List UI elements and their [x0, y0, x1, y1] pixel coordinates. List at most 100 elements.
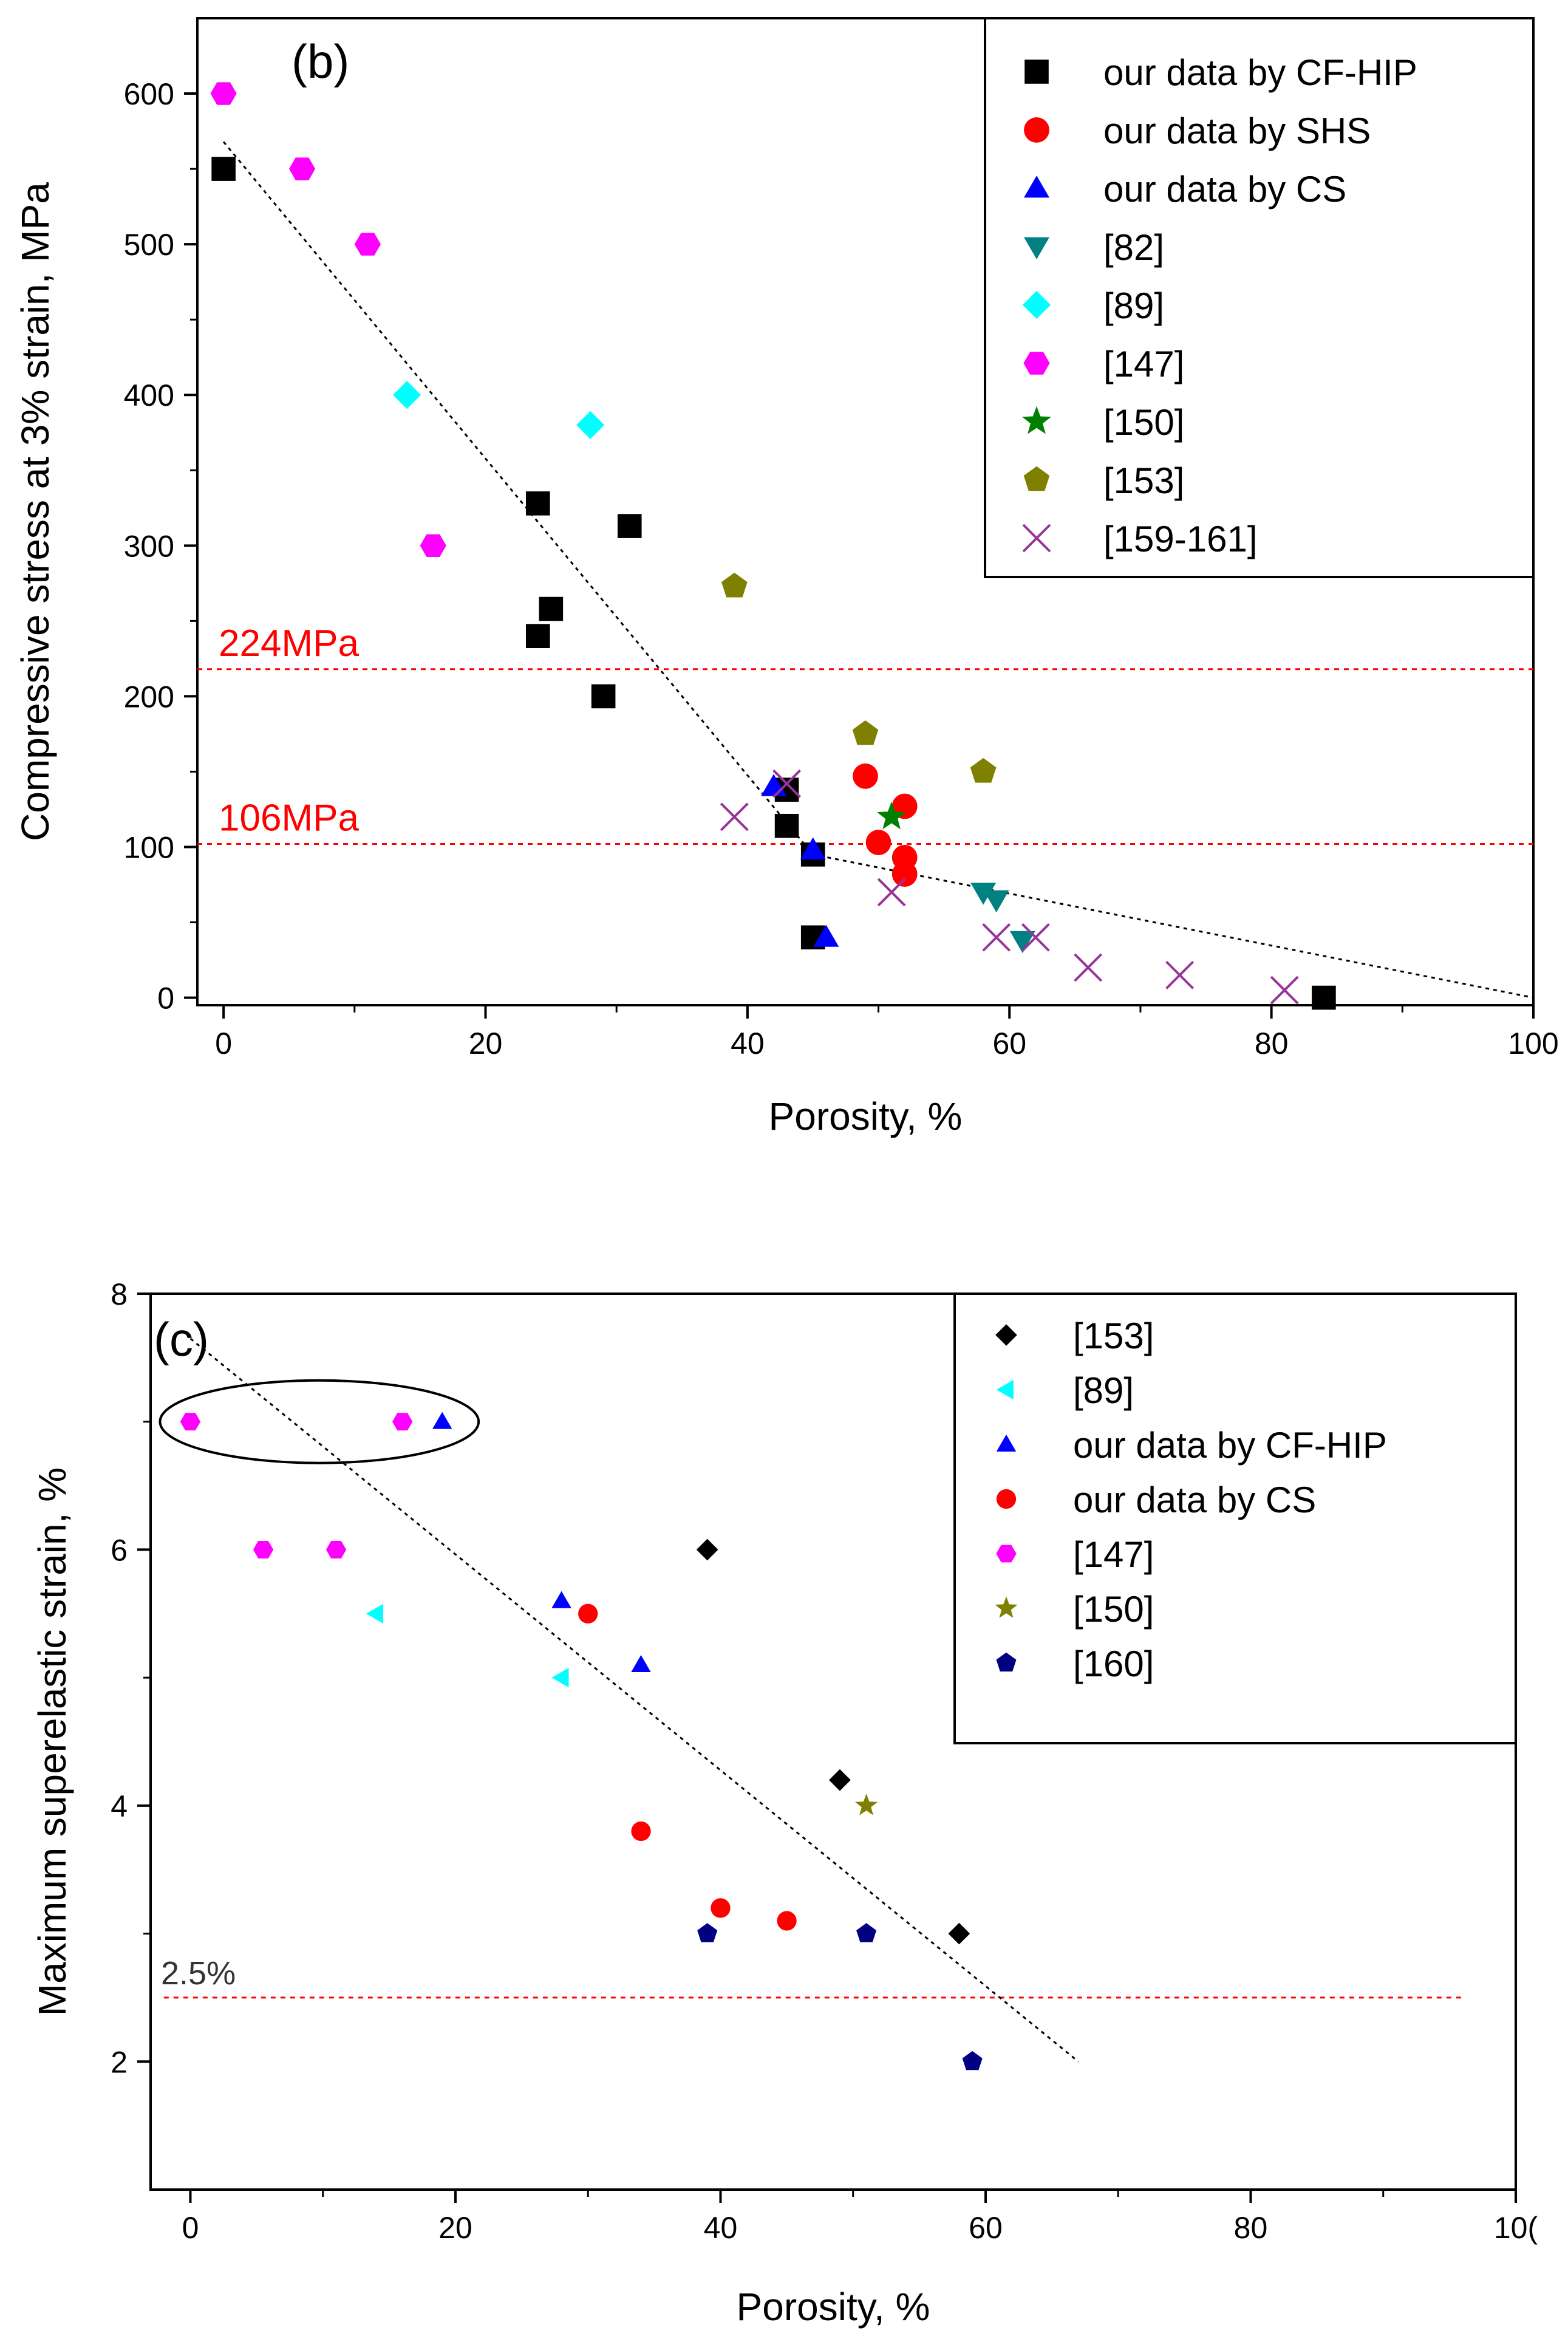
x-axis-label: Porosity, % — [737, 2285, 930, 2329]
x-tick-label: 60 — [969, 2211, 1003, 2245]
data-point — [525, 624, 550, 648]
data-point — [432, 1412, 452, 1429]
data-point — [617, 514, 642, 538]
legend-marker — [996, 1379, 1014, 1400]
legend-label: our data by CS — [1103, 169, 1346, 210]
y-tick-label: 8 — [111, 1277, 128, 1311]
data-point — [551, 1591, 571, 1608]
series-our-data-by-cs — [578, 1603, 797, 1931]
y-tick-label: 400 — [124, 378, 174, 412]
data-point — [856, 1923, 877, 1942]
data-point — [393, 381, 421, 409]
series-160 — [697, 1923, 983, 2071]
series-our-data-by-cf-hip — [432, 1412, 651, 1672]
x-tick-label: 60 — [992, 1026, 1026, 1060]
y-tick-label: 4 — [111, 1789, 128, 1823]
data-point — [721, 572, 748, 598]
trend-line — [189, 1337, 1079, 2063]
legend-label: [153] — [1073, 1316, 1154, 1356]
series-153 — [721, 572, 997, 783]
x-tick-label: 80 — [1255, 1026, 1289, 1060]
y-tick-label: 600 — [124, 77, 174, 111]
reference-line-label: 106MPa — [219, 797, 359, 839]
legend-label: [153] — [1103, 460, 1184, 501]
legend-marker — [1024, 60, 1049, 84]
legend — [953, 1292, 1517, 1744]
data-point — [180, 1413, 201, 1431]
data-point — [576, 411, 605, 439]
x-tick-label: 0 — [215, 1026, 232, 1060]
data-point — [800, 837, 826, 859]
y-tick-label: 200 — [124, 680, 174, 714]
data-point — [877, 801, 907, 830]
legend-label: [147] — [1103, 344, 1184, 384]
legend-label: our data by SHS — [1103, 111, 1371, 151]
legend-label: our data by CS — [1073, 1480, 1316, 1520]
series-159-161 — [720, 769, 1299, 1005]
data-point — [289, 157, 316, 180]
series-our-data-by-cs — [761, 774, 839, 947]
legend-label: [150] — [1073, 1589, 1154, 1630]
legend-marker — [1023, 466, 1050, 491]
y-axis-label: Maximum superelastic strain, % — [30, 1467, 74, 2016]
data-point — [891, 861, 918, 887]
y-tick-label: 6 — [111, 1533, 128, 1567]
data-point — [813, 924, 839, 947]
x-tick-label: 100 — [1508, 1026, 1558, 1060]
panel-label: (c) — [154, 1313, 209, 1366]
data-point — [774, 813, 799, 838]
data-point — [631, 1654, 651, 1672]
series-82 — [970, 883, 1035, 954]
reference-line-label: 2.5% — [161, 1955, 236, 1992]
legend-marker — [1023, 352, 1050, 375]
y-tick-label: 300 — [124, 529, 174, 563]
data-point — [720, 802, 749, 831]
legend-marker — [996, 1434, 1017, 1452]
legend-label: [82] — [1103, 227, 1164, 268]
legend-marker — [1021, 406, 1052, 434]
reference-line-label: 224MPa — [219, 623, 359, 664]
series-our-data-by-shs — [853, 763, 918, 887]
highlight-ellipse — [159, 1379, 480, 1464]
x-tick-label: 80 — [1234, 2211, 1268, 2245]
legend-marker — [1024, 117, 1049, 143]
data-point — [210, 82, 237, 105]
data-point — [772, 769, 802, 798]
series-153 — [696, 1538, 970, 1945]
data-point — [877, 878, 906, 907]
data-point — [983, 890, 1009, 913]
legend-marker — [1022, 524, 1051, 553]
legend-label: [89] — [1103, 285, 1164, 326]
series-89 — [393, 381, 605, 439]
chart-panel-c: 0 20 40 60 80 10(2 4 6 8 2.5% [153] [89] our data by… — [30, 1277, 1538, 2329]
data-point — [852, 720, 879, 745]
series-89 — [366, 1603, 569, 1688]
y-tick-label: 0 — [157, 982, 174, 1016]
data-point — [696, 1538, 718, 1561]
data-point — [865, 830, 891, 855]
data-point — [326, 1541, 347, 1559]
data-point — [962, 2050, 983, 2071]
data-point — [354, 233, 381, 256]
x-tick-label: 0 — [182, 2211, 199, 2245]
legend-marker — [996, 1652, 1017, 1671]
data-point — [551, 1667, 569, 1688]
series-147 — [210, 82, 446, 557]
data-point — [1021, 923, 1050, 952]
legend-marker — [1022, 290, 1051, 319]
data-point — [970, 883, 997, 905]
legend-marker — [1024, 176, 1049, 198]
data-point — [1009, 930, 1035, 954]
data-point — [631, 1821, 651, 1842]
legend-marker — [996, 1545, 1017, 1563]
legend-marker — [996, 1489, 1017, 1509]
series-147 — [180, 1413, 413, 1559]
data-point — [1165, 960, 1195, 989]
x-tick-label: 20 — [469, 1026, 503, 1060]
data-point — [1074, 953, 1103, 982]
legend-marker — [995, 1324, 1017, 1346]
data-point — [697, 1923, 718, 1942]
x-tick-label: 20 — [438, 2211, 472, 2245]
legend-label: our data by CF-HIP — [1073, 1425, 1387, 1466]
data-point — [970, 758, 997, 783]
